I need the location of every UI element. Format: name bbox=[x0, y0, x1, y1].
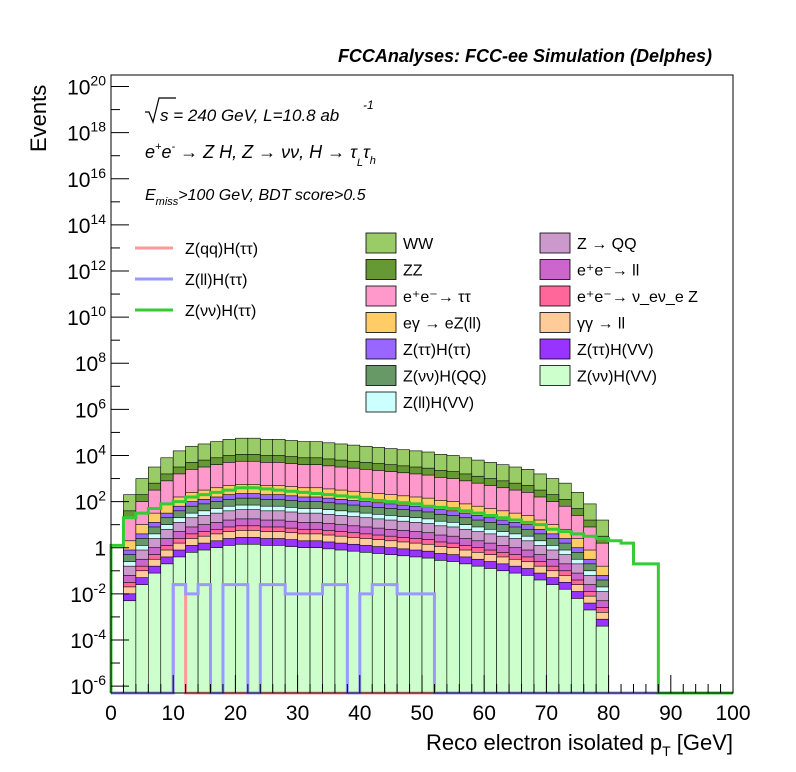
x-tick-label-2: 20 bbox=[224, 702, 247, 725]
bar-12-8 bbox=[210, 547, 224, 694]
bar-12-32 bbox=[508, 572, 522, 694]
legend-bkg-label-12: Z(νν)H(VV) bbox=[577, 369, 657, 386]
legend-bkg-swatch-5 bbox=[365, 365, 397, 386]
bar-12-22 bbox=[384, 554, 398, 694]
bar-12-26 bbox=[434, 560, 448, 694]
bar-12-24 bbox=[409, 556, 423, 694]
y-axis-label: Events bbox=[26, 85, 51, 152]
y-tick-label-10: 1014 bbox=[67, 211, 106, 238]
bar-12-29 bbox=[471, 565, 485, 694]
bar-12-33 bbox=[521, 575, 535, 694]
legend-bkg-label-8: e⁺e⁻→ ll bbox=[577, 263, 639, 280]
legend-bkg-label-10: γγ → ll bbox=[577, 316, 625, 333]
bar-12-3 bbox=[148, 572, 162, 694]
y-tick-label-2: 10-2 bbox=[70, 580, 106, 607]
legend-signals: Z(qq)H(ττ) Z(ll)H(ττ) Z(νν)H(ττ) bbox=[135, 241, 258, 320]
bar-12-17 bbox=[322, 548, 336, 694]
legend-signal-label-0: Z(qq)H(ττ) bbox=[185, 241, 258, 258]
legend-bkg-swatch-3 bbox=[365, 312, 397, 333]
bar-12-10 bbox=[235, 543, 249, 694]
legend-bkg-label-9: e⁺e⁻→ ν_eν_e Z bbox=[577, 289, 698, 306]
svg-text:Emiss>100 GeV, BDT score>0.5: Emiss>100 GeV, BDT score>0.5 bbox=[145, 187, 366, 208]
bar-12-11 bbox=[247, 543, 261, 694]
legend-bkg-swatch-6 bbox=[365, 391, 397, 413]
legend-bkg-label-0: WW bbox=[403, 236, 434, 253]
x-tick-label-4: 40 bbox=[348, 702, 371, 725]
bar-12-14 bbox=[284, 546, 298, 694]
x-axis-label: Reco electron isolated pT [GeV] bbox=[426, 730, 733, 759]
legend-bkg-swatch-11 bbox=[539, 338, 571, 360]
bar-12-2 bbox=[135, 584, 149, 694]
legend-bkg-label-11: Z(ττ)H(VV) bbox=[577, 342, 654, 359]
bar-12-15 bbox=[297, 547, 311, 694]
legend-bkg-label-1: ZZ bbox=[403, 263, 423, 280]
chart-title: FCCAnalyses: FCC-ee Simulation (Delphes) bbox=[338, 46, 712, 66]
bar-12-18 bbox=[334, 549, 348, 694]
legend-bkg-swatch-4 bbox=[365, 338, 397, 360]
x-tick-label-0: 0 bbox=[105, 702, 117, 725]
signal-line-2 bbox=[109, 486, 733, 695]
bar-12-27 bbox=[446, 561, 460, 694]
legend-bkg-swatch-1 bbox=[365, 259, 397, 280]
bar-12-21 bbox=[371, 553, 385, 694]
legend-bkg-label-7: Z → QQ bbox=[577, 236, 637, 253]
legend-bkg-label-4: Z(ττ)H(ττ) bbox=[403, 342, 471, 359]
bar-12-4 bbox=[160, 563, 174, 694]
bar-12-39 bbox=[595, 625, 609, 694]
svg-text:-1: -1 bbox=[363, 98, 374, 112]
legend-bkg-label-5: Z(νν)H(QQ) bbox=[403, 369, 487, 386]
bar-12-31 bbox=[496, 570, 510, 694]
bar-12-5 bbox=[172, 556, 186, 694]
x-tick-label-6: 60 bbox=[473, 702, 496, 725]
legend-bkg-label-2: e⁺e⁻→ ττ bbox=[403, 289, 471, 306]
bar-12-1 bbox=[123, 600, 137, 694]
histogram-bars bbox=[123, 437, 609, 694]
y-tick-label-11: 1016 bbox=[67, 165, 106, 192]
bar-12-37 bbox=[570, 598, 585, 694]
legend-backgrounds: WW ZZ e⁺e⁻→ ττ eγ → eZ(ll) Z(ττ)H(ττ) Z(νν)H(… bbox=[365, 232, 698, 413]
legend-bkg-swatch-8 bbox=[539, 259, 571, 280]
x-tick-label-8: 80 bbox=[597, 702, 620, 725]
x-tick-label-10: 100 bbox=[715, 702, 750, 725]
bar-12-16 bbox=[309, 547, 323, 694]
annotation-selection: Emiss>100 GeV, BDT score>0.5 bbox=[145, 187, 366, 208]
bar-12-9 bbox=[222, 545, 236, 694]
x-tick-label-9: 90 bbox=[659, 702, 682, 725]
legend-bkg-label-6: Z(ll)H(VV) bbox=[403, 395, 474, 412]
bar-12-6 bbox=[185, 552, 199, 694]
x-tick-label-3: 30 bbox=[286, 702, 309, 725]
y-axis: 10-610-410-21102104106108101010121014101… bbox=[67, 73, 129, 699]
bar-12-25 bbox=[421, 557, 435, 694]
x-tick-label-7: 70 bbox=[535, 702, 558, 725]
bar-12-28 bbox=[459, 563, 473, 694]
legend-bkg-swatch-10 bbox=[539, 312, 571, 333]
x-tick-label-1: 10 bbox=[162, 702, 185, 725]
bar-12-34 bbox=[533, 579, 547, 694]
legend-bkg-swatch-9 bbox=[539, 285, 571, 307]
bar-12-38 bbox=[583, 609, 597, 694]
legend-bkg-swatch-0 bbox=[365, 232, 397, 254]
bar-12-12 bbox=[259, 545, 274, 694]
bar-12-13 bbox=[272, 545, 286, 694]
bar-12-7 bbox=[197, 549, 211, 694]
legend-bkg-label-3: eγ → eZ(ll) bbox=[403, 316, 481, 333]
annotation-energy: s = 240 GeV, L=10.8 ab -1 bbox=[145, 97, 374, 125]
bar-12-30 bbox=[483, 568, 497, 694]
bar-12-19 bbox=[347, 550, 361, 694]
y-tick-label-3: 1 bbox=[94, 538, 106, 561]
legend-bkg-swatch-7 bbox=[539, 232, 571, 254]
bar-12-35 bbox=[546, 584, 560, 694]
x-tick-label-5: 50 bbox=[410, 702, 433, 725]
legend-bkg-swatch-2 bbox=[365, 285, 397, 307]
bar-12-20 bbox=[359, 552, 373, 694]
x-axis: 0 10 20 30 40 50 60 70 80 90 100 bbox=[105, 675, 751, 725]
legend-signal-label-1: Z(ll)H(ττ) bbox=[185, 272, 247, 289]
svg-text:s = 240 GeV, L=10.8 ab: s = 240 GeV, L=10.8 ab bbox=[160, 106, 339, 125]
bar-12-23 bbox=[396, 555, 410, 694]
legend-signal-label-2: Z(νν)H(ττ) bbox=[185, 303, 256, 320]
bar-12-36 bbox=[558, 588, 572, 694]
legend-bkg-swatch-12 bbox=[539, 365, 571, 386]
